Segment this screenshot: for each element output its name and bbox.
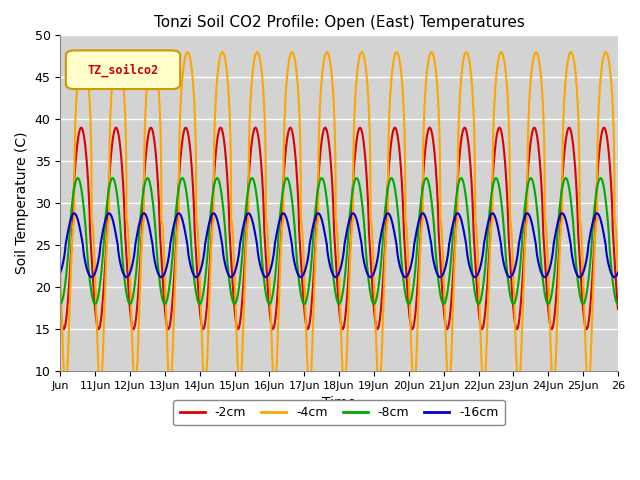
- -2cm: [495, 125, 503, 131]
- -16cm: [411, 239, 419, 244]
- FancyBboxPatch shape: [66, 50, 180, 89]
- -2cm: [60, 326, 68, 332]
- -8cm: [460, 181, 468, 187]
- -8cm: [614, 301, 622, 307]
- -16cm: [611, 274, 618, 280]
- -16cm: [171, 219, 179, 225]
- -16cm: [614, 270, 622, 276]
- Legend: -2cm, -4cm, -8cm, -16cm: -2cm, -4cm, -8cm, -16cm: [173, 400, 505, 425]
- -2cm: [460, 125, 468, 131]
- -2cm: [608, 200, 616, 206]
- -8cm: [171, 222, 179, 228]
- -4cm: [529, 59, 537, 64]
- Line: -4cm: -4cm: [60, 52, 618, 388]
- -2cm: [56, 306, 64, 312]
- X-axis label: Time: Time: [322, 396, 356, 410]
- Title: Tonzi Soil CO2 Profile: Open (East) Temperatures: Tonzi Soil CO2 Profile: Open (East) Temp…: [154, 15, 525, 30]
- -8cm: [495, 185, 503, 191]
- -16cm: [529, 225, 537, 231]
- Line: -2cm: -2cm: [60, 128, 618, 329]
- -4cm: [602, 49, 609, 55]
- -4cm: [56, 272, 64, 278]
- -8cm: [411, 273, 419, 278]
- -2cm: [529, 127, 537, 133]
- -8cm: [74, 175, 81, 181]
- -4cm: [495, 52, 503, 58]
- -2cm: [171, 266, 179, 272]
- -8cm: [56, 301, 64, 307]
- Text: TZ_soilco2: TZ_soilco2: [88, 63, 159, 77]
- -16cm: [608, 272, 616, 277]
- -4cm: [460, 55, 468, 61]
- -2cm: [411, 317, 419, 323]
- Line: -8cm: -8cm: [60, 178, 618, 304]
- -4cm: [608, 91, 616, 96]
- -16cm: [460, 228, 468, 234]
- -4cm: [411, 383, 419, 388]
- -16cm: [70, 210, 78, 216]
- Line: -16cm: -16cm: [60, 213, 618, 277]
- -4cm: [614, 272, 622, 278]
- -4cm: [61, 385, 69, 391]
- -16cm: [56, 270, 64, 276]
- -2cm: [600, 125, 608, 131]
- -16cm: [495, 232, 503, 238]
- -2cm: [614, 306, 622, 312]
- -8cm: [529, 179, 537, 184]
- Y-axis label: Soil Temperature (C): Soil Temperature (C): [15, 132, 29, 275]
- -8cm: [608, 271, 616, 276]
- -4cm: [171, 292, 179, 298]
